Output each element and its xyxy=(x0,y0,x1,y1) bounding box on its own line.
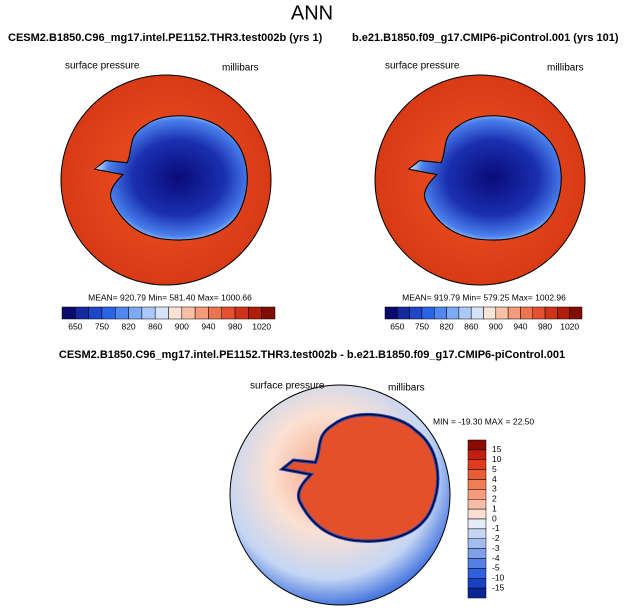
colorbar-box xyxy=(467,469,487,480)
variable-label: surface pressure xyxy=(385,61,460,72)
figure-title: ANN xyxy=(291,2,333,24)
colorbar-label: 1020 xyxy=(252,321,271,331)
colorbar-box xyxy=(467,568,487,579)
variable-label: surface pressure xyxy=(65,61,140,72)
colorbar-box xyxy=(470,306,484,320)
colorbar-box xyxy=(181,306,196,320)
colorbar-box xyxy=(446,306,460,320)
colorbar-label: 820 xyxy=(121,321,135,331)
colorbar-label: -4 xyxy=(492,553,500,563)
panel-title: CESM2.B1850.C96_mg17.intel.PE1152.THR3.t… xyxy=(8,32,323,44)
colorbar-box xyxy=(467,459,487,470)
colorbar-label: -1 xyxy=(492,523,500,533)
colorbar-box xyxy=(168,306,183,320)
colorbar-box xyxy=(520,306,533,320)
colorbar-box xyxy=(384,306,398,320)
colorbar-box xyxy=(467,449,487,460)
colorbar-label: -2 xyxy=(492,533,500,543)
colorbar-box xyxy=(221,306,236,320)
panel-title: b.e21.B1850.f09_g17.CMIP6-piControl.001 … xyxy=(352,32,619,44)
map xyxy=(229,384,451,606)
colorbar-label: 750 xyxy=(415,321,429,331)
colorbar-label: -10 xyxy=(492,573,505,583)
colorbar-label: 15 xyxy=(492,444,502,454)
colorbar-box xyxy=(507,306,521,320)
colorbar-box xyxy=(467,587,487,599)
colorbar-box xyxy=(495,306,509,320)
colorbar-box xyxy=(467,499,487,510)
colorbar-box xyxy=(128,306,143,320)
colorbar-box xyxy=(467,538,487,549)
colorbar-label: -15 xyxy=(492,582,505,592)
colorbar-label: 1020 xyxy=(560,321,579,331)
stats: MEAN= 919.79 Min= 579.25 Max= 1002.96 xyxy=(402,292,566,302)
colorbar-box xyxy=(467,479,487,490)
map xyxy=(374,74,586,286)
colorbar-box xyxy=(467,578,487,589)
colorbar-box xyxy=(88,306,103,320)
colorbar-label: 980 xyxy=(538,321,552,331)
colorbar-box xyxy=(483,306,497,320)
units-label: millibars xyxy=(547,63,584,74)
colorbar-label: 650 xyxy=(390,321,404,331)
panel-title: CESM2.B1850.C96_mg17.intel.PE1152.THR3.t… xyxy=(59,349,565,361)
colorbar-box xyxy=(557,306,570,320)
colorbar-label: -5 xyxy=(492,563,500,573)
colorbar-box xyxy=(467,548,487,559)
variable-label: surface pressure xyxy=(250,381,325,392)
colorbar-box xyxy=(467,508,487,520)
colorbar-label: 5 xyxy=(492,464,497,474)
colorbar-label: 10 xyxy=(492,454,502,464)
colorbar-label: 3 xyxy=(492,484,497,494)
colorbar-label: 4 xyxy=(492,474,497,484)
units-label: millibars xyxy=(388,383,425,394)
colorbar-label: 820 xyxy=(439,321,453,331)
colorbar-box xyxy=(467,439,487,451)
colorbar-box xyxy=(248,306,262,320)
colorbar-box xyxy=(261,306,276,320)
colorbar-box xyxy=(154,306,169,320)
colorbar-box xyxy=(458,306,472,320)
colorbar-box xyxy=(467,518,487,530)
colorbar-box xyxy=(208,306,222,320)
colorbar-label: -3 xyxy=(492,543,500,553)
colorbar-label: 940 xyxy=(201,321,215,331)
colorbar-box xyxy=(141,306,156,320)
colorbar-label: 750 xyxy=(95,321,109,331)
colorbar-box xyxy=(544,306,558,320)
stats: MEAN= 920.79 Min= 581.40 Max= 1000.66 xyxy=(88,292,252,302)
colorbar-box xyxy=(569,306,583,320)
colorbar-label: 650 xyxy=(68,321,82,331)
colorbar-label: 2 xyxy=(492,494,497,504)
colorbar-box xyxy=(234,306,249,320)
colorbar-box xyxy=(467,558,487,569)
colorbar-label: 1 xyxy=(492,503,497,513)
colorbar-box xyxy=(434,306,447,320)
colorbar-box xyxy=(421,306,435,320)
map xyxy=(60,74,272,286)
colorbar-label: 940 xyxy=(513,321,527,331)
colorbar-label: 900 xyxy=(489,321,503,331)
colorbar-label: 860 xyxy=(148,321,162,331)
colorbar-label: 900 xyxy=(175,321,189,331)
colorbar-box xyxy=(467,528,487,539)
colorbar-box xyxy=(115,306,129,320)
colorbar-box xyxy=(61,306,76,320)
colorbar-box xyxy=(532,306,546,320)
colorbar-label: 0 xyxy=(492,513,497,523)
colorbar-box xyxy=(75,306,89,320)
stats: MIN = -19.30 MAX = 22.50 xyxy=(433,416,534,426)
units-label: millibars xyxy=(222,63,259,74)
colorbar-box xyxy=(194,306,209,320)
colorbar-label: 860 xyxy=(464,321,478,331)
colorbar-box xyxy=(101,306,116,320)
colorbar-box xyxy=(467,489,487,500)
colorbar-box xyxy=(409,306,423,320)
colorbar-box xyxy=(397,306,410,320)
colorbar-label: 980 xyxy=(228,321,242,331)
